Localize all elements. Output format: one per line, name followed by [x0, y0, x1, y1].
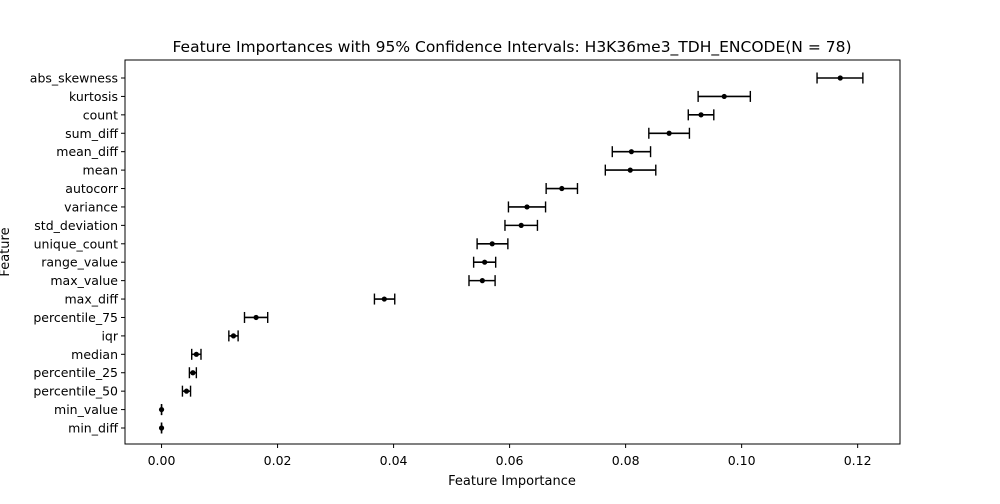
data-point — [190, 370, 196, 376]
y-tick-label: median — [71, 347, 118, 362]
y-tick-label: percentile_25 — [33, 365, 118, 380]
data-point — [183, 388, 190, 394]
y-tick-label: min_diff — [68, 421, 118, 436]
y-tick-label: max_value — [50, 273, 118, 288]
x-tick-label: 0.08 — [612, 453, 640, 468]
data-point — [837, 75, 843, 81]
x-tick-label: 0.00 — [148, 453, 176, 468]
data-point — [158, 425, 165, 431]
data-point — [524, 204, 530, 210]
x-axis-ticks: 0.00 0.02 0.04 0.06 0.08 0.10 0.12 — [148, 444, 872, 468]
x-tick-label: 0.02 — [264, 453, 292, 468]
y-tick-label: range_value — [41, 255, 118, 270]
x-tick-label: 0.04 — [380, 453, 408, 468]
y-tick-label: mean_diff — [56, 144, 118, 159]
y-tick-label: variance — [64, 199, 118, 214]
y-tick-label: count — [83, 107, 118, 122]
y-tick-label: max_diff — [64, 292, 118, 307]
y-tick-label: unique_count — [34, 236, 118, 251]
y-axis-label: Feature — [0, 227, 13, 276]
data-point — [518, 222, 524, 228]
y-tick-label: kurtosis — [69, 89, 118, 104]
y-tick-label: autocorr — [65, 181, 119, 196]
data-point — [666, 130, 672, 136]
error-bars — [160, 72, 864, 434]
x-tick-label: 0.06 — [496, 453, 524, 468]
data-point — [193, 351, 199, 357]
data-point — [628, 149, 635, 155]
data-point — [381, 296, 387, 302]
y-tick-label: percentile_50 — [33, 384, 118, 399]
plot-frame — [124, 59, 901, 445]
x-axis-label: Feature Importance — [448, 474, 576, 489]
data-point — [721, 93, 727, 100]
data-point — [253, 314, 259, 321]
x-tick-label: 0.10 — [728, 453, 756, 468]
y-tick-label: abs_skewness — [30, 71, 118, 86]
y-tick-label: mean — [83, 163, 118, 178]
x-tick-label: 0.12 — [844, 453, 872, 468]
y-tick-label: iqr — [101, 328, 118, 343]
data-point — [698, 112, 704, 118]
data-points — [158, 75, 843, 431]
data-point — [479, 278, 485, 284]
y-tick-label: sum_diff — [65, 126, 118, 141]
data-point — [482, 259, 488, 265]
chart-title: Feature Importances with 95% Confidence … — [172, 38, 851, 57]
data-point — [230, 333, 237, 339]
data-point — [627, 167, 633, 173]
data-point — [158, 406, 165, 413]
y-tick-label: std_deviation — [34, 218, 118, 233]
y-axis-ticks: abs_skewness kurtosis count sum_diff mean_di… — [30, 71, 125, 436]
y-tick-label: min_value — [54, 402, 118, 417]
data-point — [559, 185, 565, 192]
y-tick-label: percentile_75 — [33, 310, 118, 325]
data-point — [489, 241, 495, 247]
